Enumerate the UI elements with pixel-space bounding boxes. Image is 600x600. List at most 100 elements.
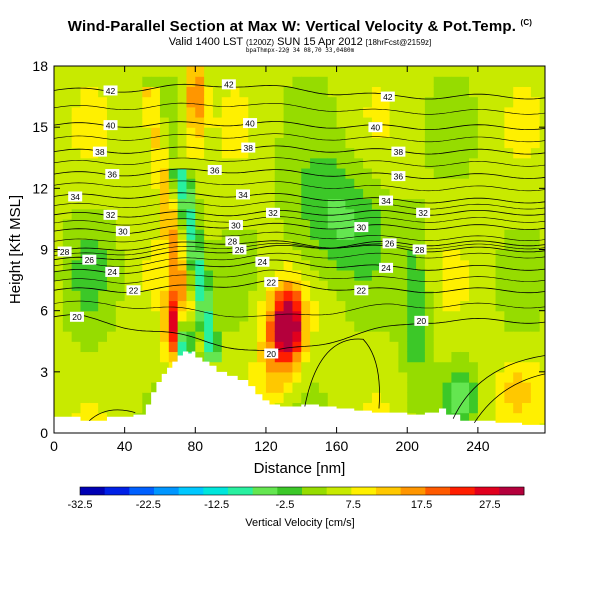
isentrope-label: 32 bbox=[106, 210, 116, 220]
isentropes bbox=[54, 83, 545, 424]
isentrope-label: 40 bbox=[106, 120, 116, 130]
y-tick-label: 6 bbox=[40, 303, 48, 319]
x-tick-label: 0 bbox=[50, 438, 58, 454]
isentrope-label-box bbox=[264, 277, 279, 288]
isentrope-label: 32 bbox=[268, 208, 278, 218]
isentrope-label: 26 bbox=[385, 239, 395, 249]
isentrope-label-box bbox=[232, 244, 247, 255]
isentrope-label: 32 bbox=[418, 208, 428, 218]
terrain bbox=[54, 351, 545, 433]
colorbar-segment bbox=[302, 487, 328, 495]
isentrope-label: 24 bbox=[108, 267, 118, 277]
y-tick-label: 0 bbox=[40, 425, 48, 441]
isentrope-label-box bbox=[105, 169, 120, 180]
isentrope-label: 38 bbox=[244, 143, 254, 153]
isentrope-label-box bbox=[379, 262, 394, 273]
valid-time-line: Valid 1400 LST (1200Z) SUN 15 Apr 2012 [… bbox=[168, 36, 432, 48]
isentrope-label-box bbox=[69, 311, 84, 322]
x-tick-label: 160 bbox=[325, 438, 349, 454]
colorbar-segment bbox=[80, 487, 106, 495]
isentrope-label: 40 bbox=[371, 122, 381, 132]
isentrope-label: 22 bbox=[267, 277, 277, 287]
isentrope-label: 26 bbox=[235, 245, 245, 255]
colorbar-segment bbox=[351, 487, 377, 495]
isentrope-label: 24 bbox=[258, 257, 268, 267]
isentrope-minor bbox=[54, 269, 545, 284]
isentrope-label: 28 bbox=[228, 237, 238, 247]
x-tick-label: 200 bbox=[396, 438, 420, 454]
colorbar-segment bbox=[499, 487, 525, 495]
isentrope-minor bbox=[54, 252, 545, 267]
isentrope-label-box bbox=[103, 209, 118, 220]
y-tick-label: 15 bbox=[32, 119, 48, 135]
isentrope-label-box bbox=[354, 285, 369, 296]
y-tick-label: 12 bbox=[32, 180, 48, 196]
colorbar-segment bbox=[104, 487, 130, 495]
isentrope-low bbox=[304, 338, 380, 409]
isentrope-label-box bbox=[412, 244, 427, 255]
isentrope-label: 36 bbox=[108, 169, 118, 179]
isentrope-label: 38 bbox=[394, 147, 404, 157]
isentrope-label: 42 bbox=[383, 92, 393, 102]
isentrope-34 bbox=[54, 192, 545, 204]
isentrope-label: 30 bbox=[231, 220, 241, 230]
isentrope-label-box bbox=[228, 220, 243, 231]
isentrope-label-box bbox=[103, 120, 118, 131]
isentrope-label: 26 bbox=[85, 255, 95, 265]
isentrope-label-box bbox=[414, 315, 429, 326]
isentrope-label: 38 bbox=[95, 147, 105, 157]
isentrope-26 bbox=[54, 240, 545, 261]
isentrope-label-box bbox=[68, 191, 83, 202]
isentrope-label-box bbox=[126, 285, 141, 296]
isentrope-label-box bbox=[264, 348, 279, 359]
isentrope-label: 28 bbox=[60, 247, 70, 257]
x-tick-label: 240 bbox=[466, 438, 490, 454]
isentrope-28 bbox=[54, 240, 545, 253]
isentrope-label: 36 bbox=[394, 171, 404, 181]
y-tick-label: 18 bbox=[32, 58, 48, 74]
isentrope-label: 42 bbox=[106, 86, 116, 96]
isentrope-label-box bbox=[354, 222, 369, 233]
colorbar-segment bbox=[376, 487, 402, 495]
isentrope-label-box bbox=[241, 142, 256, 153]
isentrope-minor bbox=[54, 242, 545, 256]
colorbar-segment bbox=[178, 487, 204, 495]
isentrope-label-box bbox=[105, 266, 120, 277]
isentrope-label-box bbox=[380, 91, 395, 102]
isentrope-label: 20 bbox=[267, 349, 277, 359]
isentrope-20 bbox=[54, 313, 545, 352]
isentrope-label: 30 bbox=[357, 222, 367, 232]
isentrope-label: 42 bbox=[224, 80, 234, 90]
colorbar-tick-label: 27.5 bbox=[479, 499, 500, 511]
isentrope-minor bbox=[54, 157, 545, 167]
isentrope-label: 20 bbox=[417, 316, 427, 326]
colorbar-tick-label: 7.5 bbox=[346, 499, 361, 511]
isentrope-label-box bbox=[103, 85, 118, 96]
colorbar-tick-label: -32.5 bbox=[67, 499, 92, 511]
isentrope-label-box bbox=[266, 207, 281, 218]
isentrope-label-box bbox=[382, 238, 397, 249]
isentrope-label: 34 bbox=[70, 192, 80, 202]
isentrope-low bbox=[474, 373, 545, 424]
y-tick-label: 9 bbox=[40, 242, 48, 258]
isentrope-minor bbox=[54, 102, 545, 115]
isentrope-label: 20 bbox=[72, 312, 82, 322]
colorbar-segment bbox=[425, 487, 451, 495]
isentrope-label: 22 bbox=[357, 286, 367, 296]
x-tick-label: 120 bbox=[254, 438, 278, 454]
colorbar-tick-label: -2.5 bbox=[275, 499, 294, 511]
colorbar-segment bbox=[129, 487, 155, 495]
isentrope-label-box bbox=[379, 195, 394, 206]
isentrope-label: 28 bbox=[415, 245, 425, 255]
isentrope-label: 36 bbox=[210, 165, 220, 175]
isentrope-label-box bbox=[235, 189, 250, 200]
isentrope-30 bbox=[54, 222, 545, 234]
x-axis-label: Distance [nm] bbox=[254, 460, 346, 477]
isentrope-minor bbox=[54, 180, 545, 192]
colorbar-segment bbox=[277, 487, 303, 495]
y-tick-label: 3 bbox=[40, 364, 48, 380]
colorbar-tick-label: -22.5 bbox=[136, 499, 161, 511]
